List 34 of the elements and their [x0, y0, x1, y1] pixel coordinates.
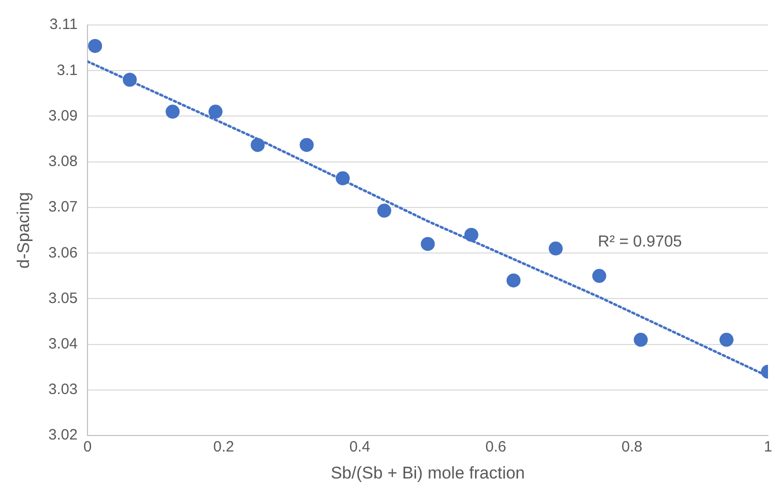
point	[300, 138, 314, 152]
point	[464, 228, 478, 242]
point	[250, 138, 265, 152]
y-tick-label: 3.03	[48, 381, 78, 398]
annotation: R² = 0.9705	[598, 234, 682, 251]
x-tick-label: 1	[764, 438, 772, 456]
y-tick-label: 3.07	[48, 198, 78, 216]
y-axis-title: d-Spacing	[14, 192, 33, 269]
x-tick-label: 0	[83, 438, 92, 456]
y-tick-label: 3.05	[48, 290, 78, 307]
x-axis-title: Sb/(Sb + Bi) mole fraction	[330, 463, 525, 482]
point	[377, 204, 392, 218]
y-tick-label: 3.06	[48, 244, 78, 262]
x-tick-label: 0.4	[349, 438, 370, 456]
y-tick-label: 3.04	[48, 335, 78, 352]
x-tick-label: 0.8	[621, 438, 642, 456]
y-tick-label: 3.11	[50, 16, 78, 34]
point	[122, 72, 137, 87]
x-tick-label: 0.6	[485, 438, 506, 456]
x-tick-label: 0.2	[213, 438, 234, 456]
point	[336, 171, 350, 186]
y-tick-label: 3.1	[56, 62, 78, 79]
point	[88, 38, 102, 53]
point	[506, 273, 521, 288]
point	[592, 268, 606, 283]
point	[719, 332, 734, 347]
point	[634, 332, 648, 347]
y-tick-label: 3.02	[48, 426, 78, 444]
point	[420, 236, 435, 251]
point	[166, 104, 180, 119]
y-tick-label: 3.09	[48, 107, 78, 124]
point	[548, 242, 563, 256]
y-tick-label: 3.08	[48, 153, 78, 170]
point	[208, 104, 223, 119]
